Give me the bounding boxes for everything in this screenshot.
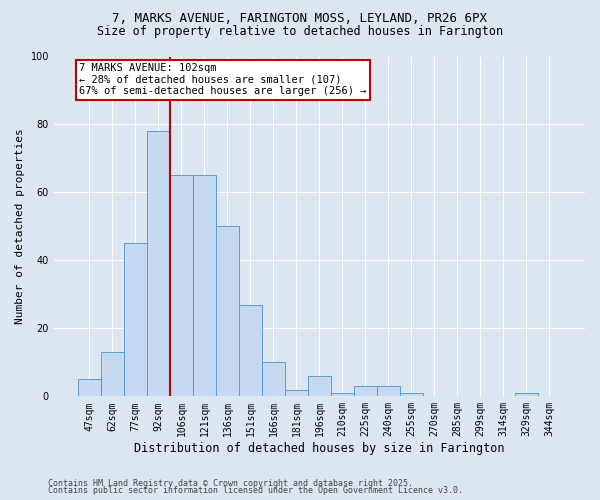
Bar [354,386,377,396]
Bar [216,226,239,396]
Bar [308,376,331,396]
Bar [285,390,308,396]
Bar [78,380,101,396]
X-axis label: Distribution of detached houses by size in Farington: Distribution of detached houses by size … [134,442,505,455]
Text: Contains HM Land Registry data © Crown copyright and database right 2025.: Contains HM Land Registry data © Crown c… [48,478,413,488]
Bar [239,304,262,396]
Bar [377,386,400,396]
Bar [262,362,285,396]
Bar [400,393,423,396]
Text: 7 MARKS AVENUE: 102sqm
← 28% of detached houses are smaller (107)
67% of semi-de: 7 MARKS AVENUE: 102sqm ← 28% of detached… [79,64,367,96]
Text: Size of property relative to detached houses in Farington: Size of property relative to detached ho… [97,25,503,38]
Bar [101,352,124,397]
Y-axis label: Number of detached properties: Number of detached properties [15,128,25,324]
Bar [331,393,354,396]
Text: Contains public sector information licensed under the Open Government Licence v3: Contains public sector information licen… [48,486,463,495]
Bar [124,244,147,396]
Bar [515,393,538,396]
Bar [170,176,193,396]
Text: 7, MARKS AVENUE, FARINGTON MOSS, LEYLAND, PR26 6PX: 7, MARKS AVENUE, FARINGTON MOSS, LEYLAND… [113,12,487,26]
Bar [193,176,216,396]
Bar [147,132,170,396]
